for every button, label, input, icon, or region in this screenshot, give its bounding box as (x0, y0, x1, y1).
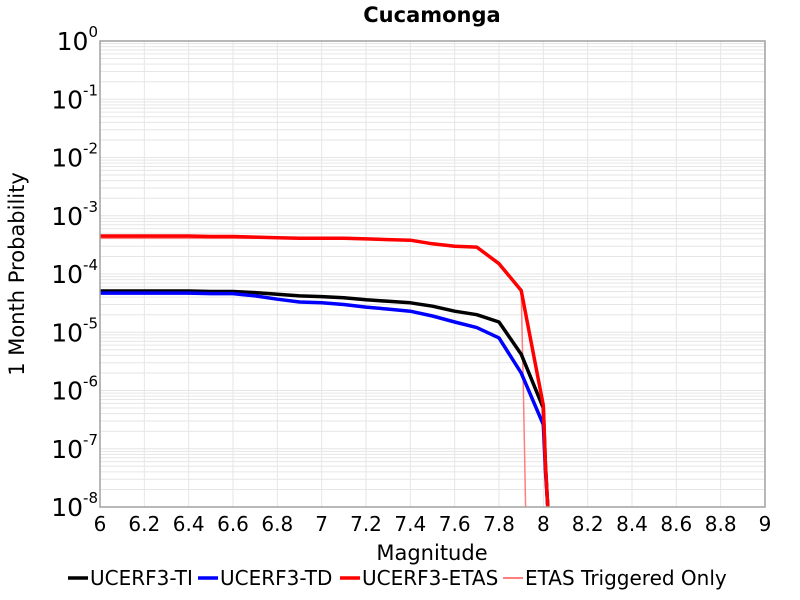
x-tick-label: 7.8 (483, 512, 515, 536)
legend-label: UCERF3-TI (90, 566, 193, 590)
x-tick-label: 7.4 (394, 512, 426, 536)
legend-label: ETAS Triggered Only (525, 566, 727, 590)
y-tick-base: 10 (51, 493, 83, 522)
x-tick-label: 8.2 (572, 512, 604, 536)
y-tick-exponent: -2 (83, 140, 98, 158)
x-tick-label: 6 (94, 512, 107, 536)
grid (99, 41, 766, 508)
series-line-ucerf3-ti (100, 289, 550, 508)
y-tick-base: 10 (57, 27, 89, 56)
x-tick-label: 7 (315, 512, 328, 536)
y-tick-label: 10-4 (51, 256, 98, 289)
y-tick-label: 100 (57, 23, 98, 56)
y-axis-label: 1 Month Probability (5, 172, 29, 376)
legend: UCERF3-TI UCERF3-TD UCERF3-ETAS ETAS Trigge… (68, 566, 727, 590)
x-tick-label: 8 (537, 512, 550, 536)
y-tick-label: 10-2 (51, 140, 98, 173)
x-tick-label: 8.6 (660, 512, 692, 536)
x-tick-label: 6.6 (217, 512, 249, 536)
x-tick-label: 9 (759, 512, 772, 536)
y-tick-exponent: -6 (83, 373, 98, 391)
y-tick-exponent: 0 (88, 23, 98, 41)
y-tick-exponent: -3 (83, 198, 98, 216)
y-tick-exponent: -1 (83, 81, 98, 99)
y-tick-label: 10-8 (51, 489, 98, 522)
y-tick-base: 10 (51, 202, 83, 231)
y-tick-exponent: -5 (83, 314, 98, 332)
y-tick-exponent: -7 (83, 431, 98, 449)
x-axis-ticks: 6 6.2 6.4 6.6 6.8 7 7.2 7.4 7.6 7.8 8 8.2 8.4 8.6 8.8 9 (94, 512, 772, 536)
y-tick-label: 10-3 (51, 198, 98, 231)
y-tick-exponent: -4 (83, 256, 98, 274)
y-tick-label: 10-5 (51, 314, 98, 347)
y-tick-base: 10 (51, 318, 83, 347)
x-tick-label: 6.2 (128, 512, 160, 536)
y-tick-label: 10-7 (51, 431, 98, 464)
series-line-ucerf3-td (100, 291, 550, 508)
y-tick-base: 10 (51, 377, 83, 406)
y-tick-label: 10-6 (51, 373, 98, 406)
x-tick-label: 6.4 (173, 512, 205, 536)
y-tick-exponent: -8 (83, 489, 98, 507)
x-tick-label: 7.2 (350, 512, 382, 536)
y-tick-base: 10 (51, 260, 83, 289)
x-tick-label: 8.8 (705, 512, 737, 536)
series-line-ucerf3-etas (100, 234, 550, 508)
y-tick-base: 10 (51, 144, 83, 173)
legend-label: UCERF3-TD (220, 566, 332, 590)
legend-label: UCERF3-ETAS (362, 566, 498, 590)
series-layer (100, 234, 550, 508)
y-tick-base: 10 (51, 85, 83, 114)
chart-title: Cucamonga (363, 3, 500, 27)
x-tick-label: 7.6 (439, 512, 471, 536)
plot-frame (99, 40, 766, 508)
y-tick-base: 10 (51, 435, 83, 464)
y-tick-label: 10-1 (51, 81, 98, 114)
x-axis-label: Magnitude (376, 541, 487, 565)
x-tick-label: 6.8 (261, 512, 293, 536)
x-tick-label: 8.4 (616, 512, 648, 536)
